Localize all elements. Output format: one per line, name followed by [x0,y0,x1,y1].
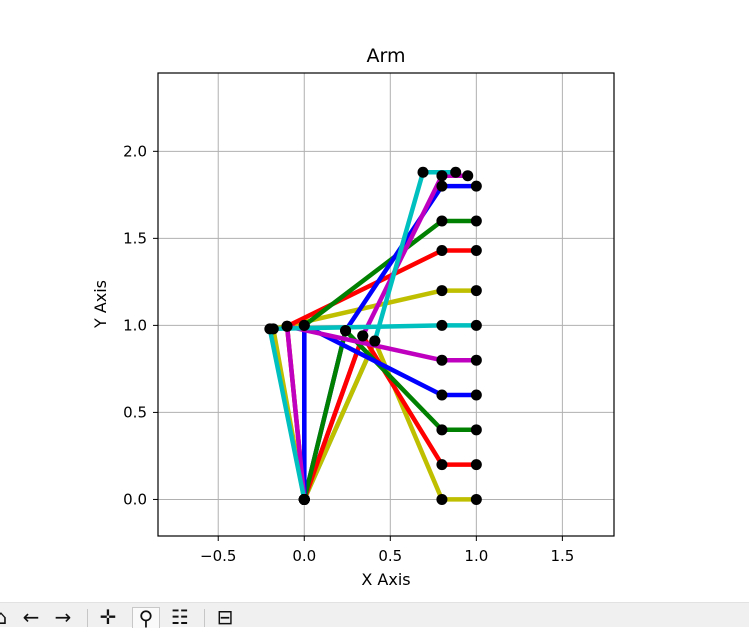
save-button[interactable]: ⊟ [212,607,238,627]
configure-subplots-icon: ☷ [171,605,189,629]
y-axis-label: Y Axis [91,280,110,329]
navigation-toolbar: ⌂ ← → ✛ ⚲ ☷ ⊟ [0,602,749,628]
y-tick-label: 0.0 [123,490,147,508]
joint-marker [470,493,482,505]
joint-marker [436,215,448,227]
grid-lines [158,73,614,536]
joint-marker [436,180,448,192]
joint-marker [470,180,482,192]
toolbar-separator [87,609,88,627]
toolbar-separator [204,609,205,627]
joint-marker [470,319,482,331]
save-icon: ⊟ [216,605,234,629]
home-icon: ⌂ [0,605,8,629]
joint-marker [436,319,448,331]
arm-series [267,169,477,502]
joint-marker [436,285,448,297]
x-tick-label: 0.5 [378,547,402,565]
joint-marker [470,424,482,436]
x-axis-label: X Axis [361,570,410,589]
joint-marker [470,354,482,366]
joint-marker [470,245,482,257]
joint-marker [470,459,482,471]
joint-marker [340,325,352,337]
axis-ticks: −0.5 0.0 0.5 1.0 1.5 0.0 0.5 1.0 1.5 2.0 [123,142,574,565]
joint-marker [417,166,429,178]
joint-marker [436,170,448,182]
joint-marker [281,320,293,332]
arm-figure: Arm −0.5 0.0 0.5 1.0 1.5 0.0 0.5 1.0 1.5 2.0 X Ax… [91,45,615,589]
y-tick-label: 1.0 [123,316,147,334]
joint-marker [264,323,276,335]
plot-frame [157,72,615,537]
joint-marker [436,493,448,505]
arm-series-line-12 [267,323,477,500]
joint-marker [436,389,448,401]
joint-marker [436,354,448,366]
joint-marker [470,215,482,227]
joint-marker [470,389,482,401]
pan-button[interactable]: ✛ [95,607,121,627]
joint-marker [470,285,482,297]
x-tick-label: −0.5 [200,547,236,565]
x-tick-label: 1.0 [464,547,488,565]
home-button[interactable]: ⌂ [0,607,14,627]
zoom-icon: ⚲ [138,606,154,630]
y-tick-label: 2.0 [123,142,147,160]
joint-marker [298,493,310,505]
y-tick-label: 0.5 [123,403,147,421]
joint-marker [450,166,462,178]
joint-marker [436,424,448,436]
joint-marker [436,245,448,257]
back-icon: ← [22,605,40,629]
pan-icon: ✛ [99,605,117,629]
forward-icon: → [54,605,72,629]
joint-marker [357,330,369,342]
x-tick-label: 0.0 [292,547,316,565]
joint-marker [462,170,474,182]
arm-series-line-9 [302,328,477,500]
zoom-button[interactable]: ⚲ [132,607,160,628]
joint-marker [298,319,310,331]
joint-markers [264,166,482,505]
arm-series-line-7 [302,338,477,502]
x-tick-label: 1.5 [550,547,574,565]
arm-series-line-8 [302,333,477,501]
joint-marker [436,459,448,471]
forward-button[interactable]: → [50,607,76,627]
joint-marker [369,335,381,347]
y-tick-label: 1.5 [123,229,147,247]
configure-subplots-button[interactable]: ☷ [167,607,193,627]
chart-title: Arm [367,45,406,67]
arm-series-line-10 [302,323,477,500]
arm-series-line-11 [284,324,477,500]
back-button[interactable]: ← [18,607,44,627]
